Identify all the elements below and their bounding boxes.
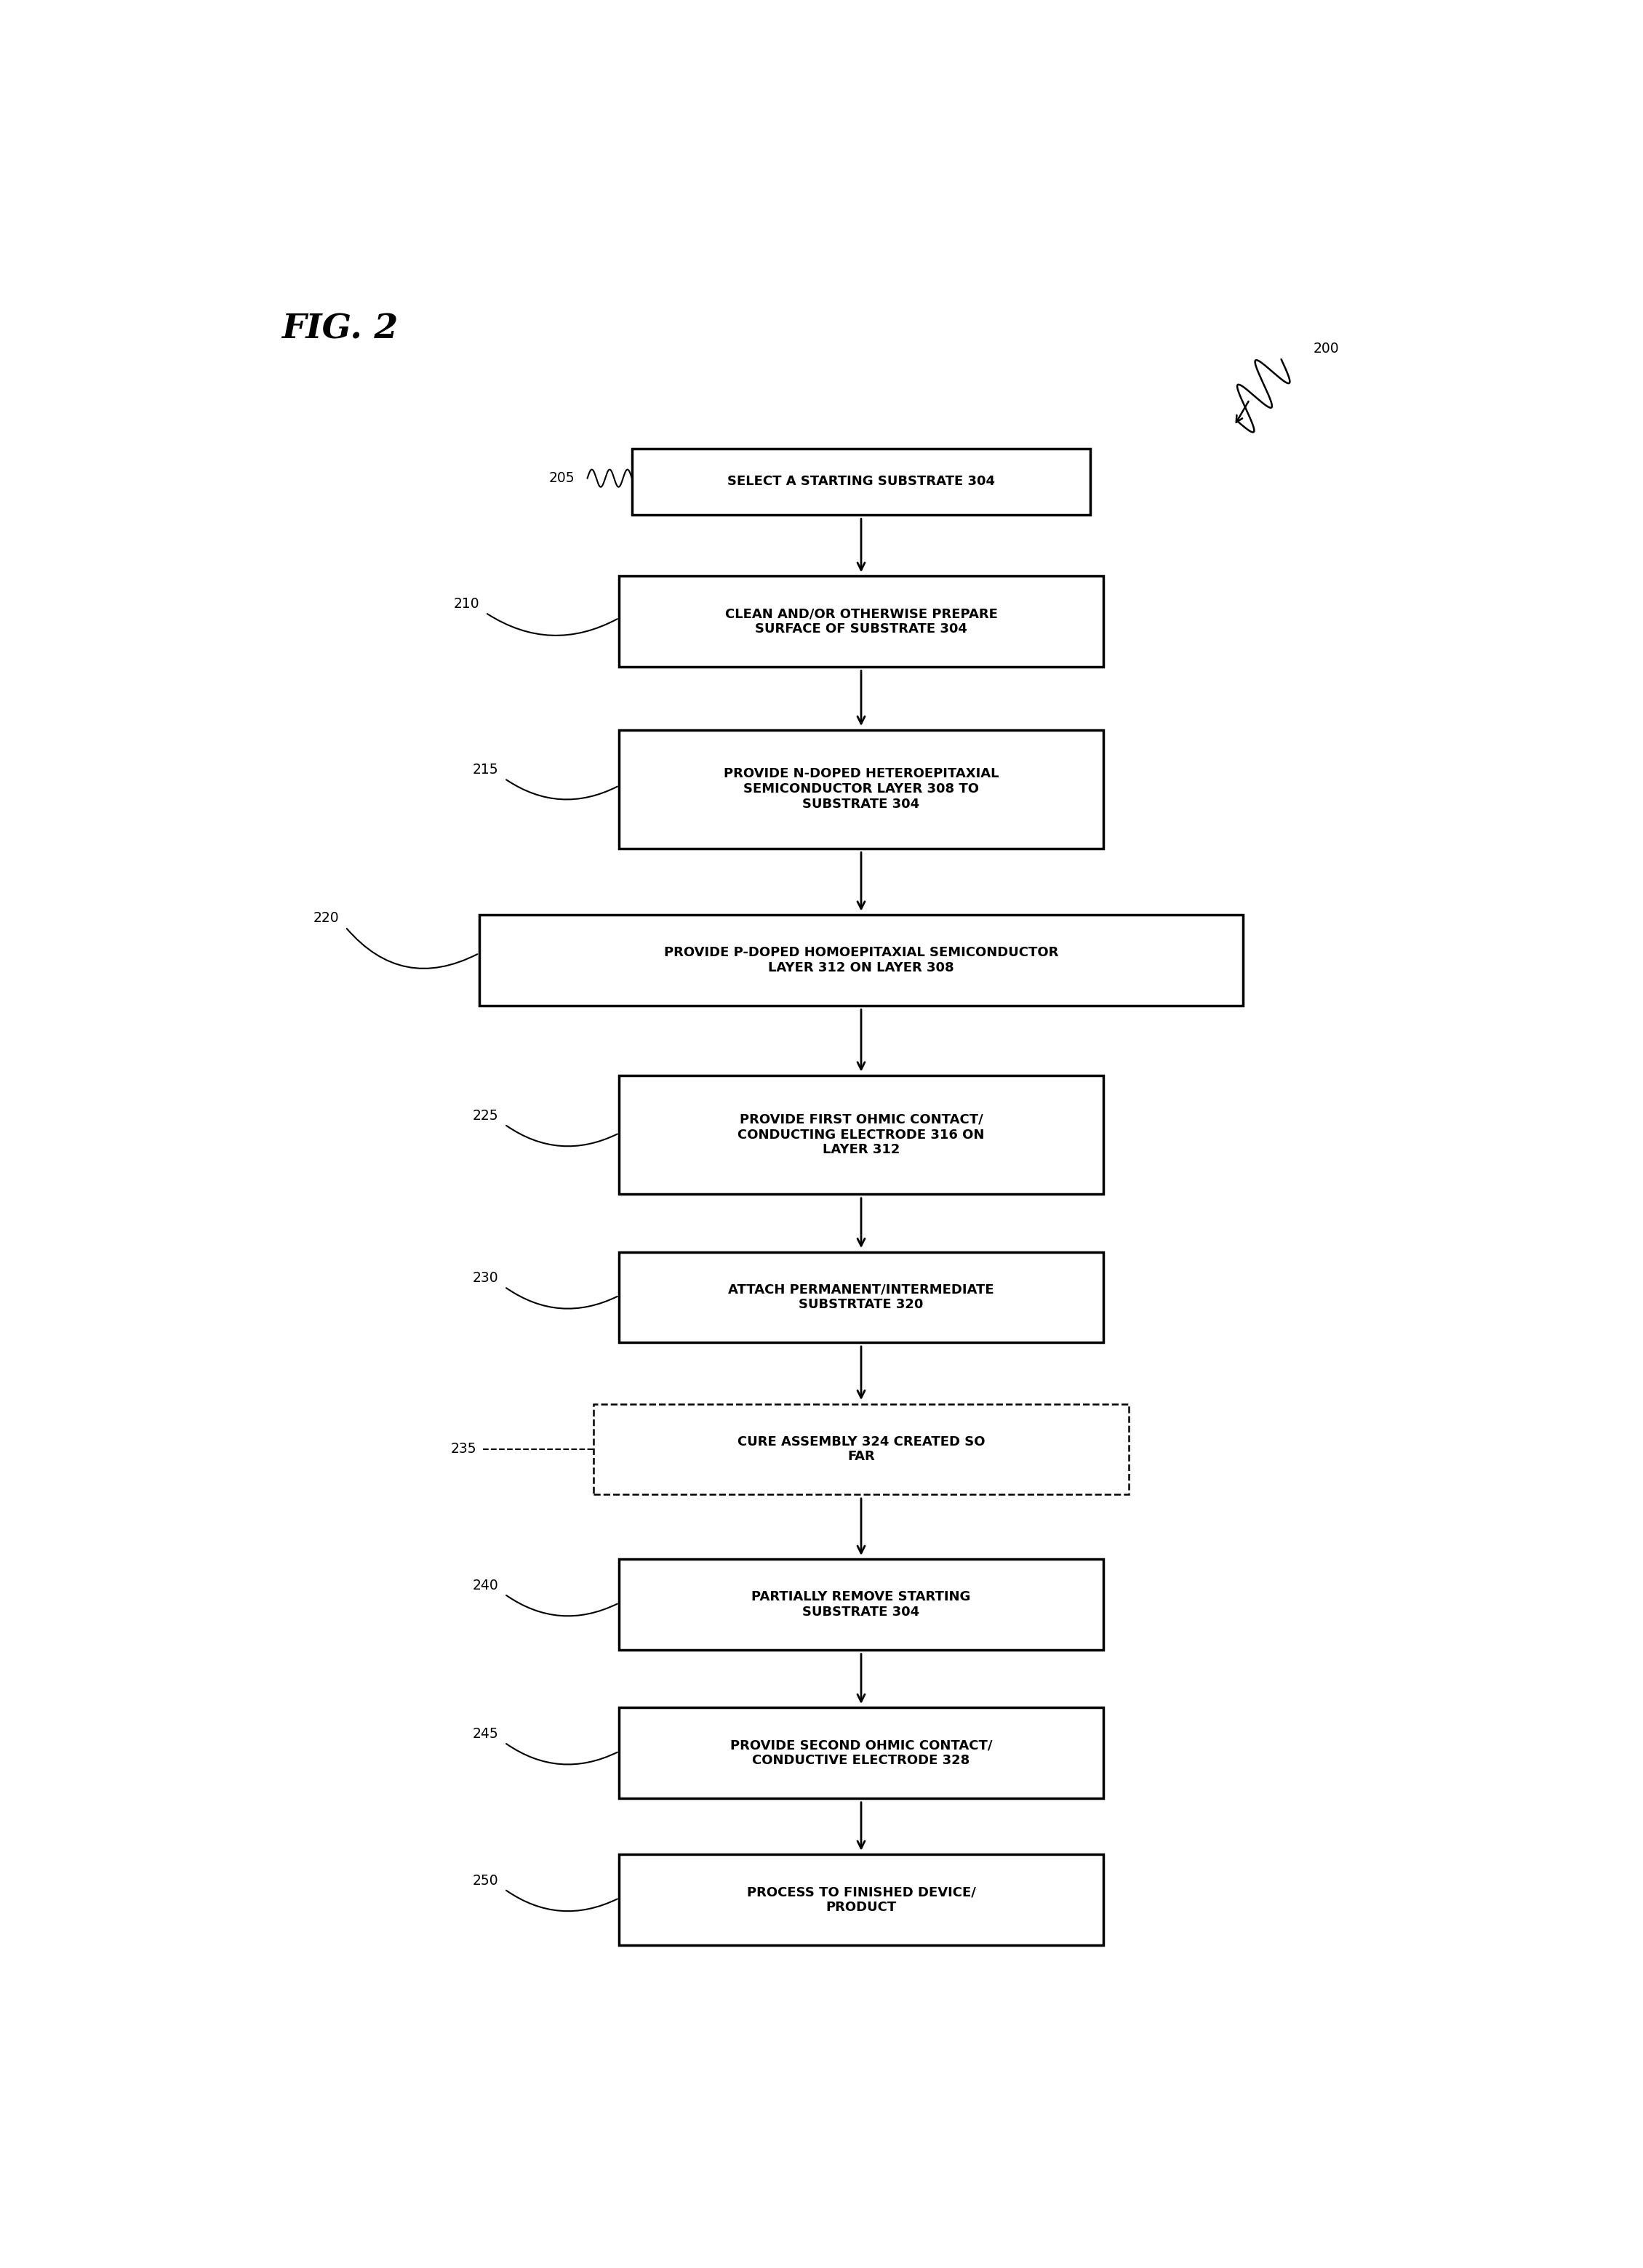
Text: ATTACH PERMANENT/INTERMEDIATE
SUBSTRTATE 320: ATTACH PERMANENT/INTERMEDIATE SUBSTRTATE…: [728, 1284, 994, 1311]
Text: FIG. 2: FIG. 2: [283, 313, 398, 345]
Text: 235: 235: [450, 1442, 476, 1456]
Text: PARTIALLY REMOVE STARTING
SUBSTRATE 304: PARTIALLY REMOVE STARTING SUBSTRATE 304: [751, 1590, 971, 1619]
Text: PROVIDE P-DOPED HOMOEPITAXIAL SEMICONDUCTOR
LAYER 312 ON LAYER 308: PROVIDE P-DOPED HOMOEPITAXIAL SEMICONDUC…: [664, 946, 1058, 975]
FancyBboxPatch shape: [619, 1075, 1102, 1195]
Text: 245: 245: [472, 1726, 498, 1742]
FancyBboxPatch shape: [593, 1404, 1129, 1495]
FancyBboxPatch shape: [619, 1252, 1102, 1343]
FancyBboxPatch shape: [619, 1558, 1102, 1651]
Text: 230: 230: [472, 1270, 498, 1286]
Text: 220: 220: [314, 912, 338, 925]
FancyBboxPatch shape: [619, 730, 1102, 848]
Text: CLEAN AND/OR OTHERWISE PREPARE
SURFACE OF SUBSTRATE 304: CLEAN AND/OR OTHERWISE PREPARE SURFACE O…: [725, 608, 997, 635]
FancyBboxPatch shape: [480, 914, 1244, 1005]
FancyBboxPatch shape: [619, 576, 1102, 667]
Text: 215: 215: [472, 762, 498, 776]
Text: PROVIDE FIRST OHMIC CONTACT/
CONDUCTING ELECTRODE 316 ON
LAYER 312: PROVIDE FIRST OHMIC CONTACT/ CONDUCTING …: [738, 1114, 984, 1157]
Text: SELECT A STARTING SUBSTRATE 304: SELECT A STARTING SUBSTRATE 304: [728, 476, 996, 488]
FancyBboxPatch shape: [619, 1855, 1102, 1946]
Text: 200: 200: [1313, 342, 1339, 356]
FancyBboxPatch shape: [619, 1708, 1102, 1799]
Text: PROCESS TO FINISHED DEVICE/
PRODUCT: PROCESS TO FINISHED DEVICE/ PRODUCT: [746, 1885, 976, 1914]
FancyBboxPatch shape: [633, 449, 1091, 515]
Text: PROVIDE SECOND OHMIC CONTACT/
CONDUCTIVE ELECTRODE 328: PROVIDE SECOND OHMIC CONTACT/ CONDUCTIVE…: [729, 1740, 992, 1767]
Text: 240: 240: [472, 1579, 498, 1592]
Text: PROVIDE N-DOPED HETEROEPITAXIAL
SEMICONDUCTOR LAYER 308 TO
SUBSTRATE 304: PROVIDE N-DOPED HETEROEPITAXIAL SEMICOND…: [723, 767, 999, 810]
Text: CURE ASSEMBLY 324 CREATED SO
FAR: CURE ASSEMBLY 324 CREATED SO FAR: [738, 1436, 984, 1463]
Text: 210: 210: [453, 596, 480, 610]
Text: 225: 225: [472, 1109, 498, 1123]
Text: 205: 205: [549, 472, 575, 485]
Text: 250: 250: [472, 1873, 498, 1887]
